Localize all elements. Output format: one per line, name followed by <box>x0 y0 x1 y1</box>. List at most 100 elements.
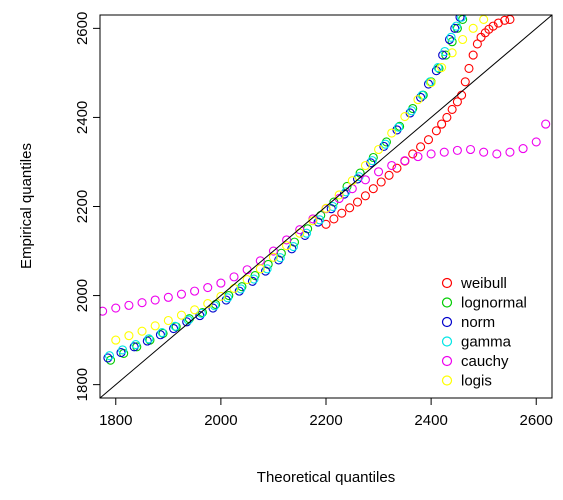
point-weibull-11 <box>408 149 418 159</box>
point-cauchy-34 <box>541 119 551 129</box>
point-norm-24 <box>416 92 426 102</box>
point-gamma-22 <box>393 122 404 132</box>
point-logis-21 <box>387 128 397 138</box>
point-logis-24 <box>426 78 436 88</box>
point-cauchy-14 <box>282 235 292 245</box>
x-tick-label: 2400 <box>414 412 447 429</box>
point-cauchy-5 <box>163 292 173 302</box>
point-logis-1 <box>124 331 134 341</box>
x-tick-label: 1800 <box>99 412 132 429</box>
point-gamma-21 <box>380 139 390 149</box>
point-weibull-18 <box>452 97 462 107</box>
point-weibull-1 <box>329 214 339 224</box>
points-layer <box>100 15 551 365</box>
series-lognormal <box>105 15 468 365</box>
point-cauchy-13 <box>268 246 278 256</box>
point-weibull-13 <box>423 135 434 145</box>
legend: weibull lognormal norm gamma cauchy logis <box>441 275 527 390</box>
point-logis-29 <box>479 15 489 25</box>
point-gamma-8 <box>210 301 220 311</box>
point-norm-21 <box>379 141 389 151</box>
point-norm-29 <box>450 23 460 33</box>
point-lognormal-28 <box>447 37 457 47</box>
point-weibull-17 <box>447 104 457 114</box>
point-cauchy-2 <box>124 300 134 310</box>
point-cauchy-22 <box>387 160 397 171</box>
point-norm-7 <box>195 311 205 321</box>
point-cauchy-15 <box>295 225 305 235</box>
x-axis-title: Theoretical quantiles <box>257 469 395 486</box>
point-weibull-27 <box>488 21 498 31</box>
point-gamma-1 <box>118 345 128 355</box>
point-norm-17 <box>326 204 336 214</box>
point-logis-10 <box>242 274 252 285</box>
point-gamma-11 <box>249 274 259 284</box>
point-lognormal-11 <box>250 270 260 281</box>
point-norm-4 <box>155 330 165 340</box>
point-norm-15 <box>300 230 310 240</box>
point-weibull-20 <box>460 77 470 87</box>
point-weibull-9 <box>392 163 402 173</box>
point-cauchy-7 <box>190 286 200 296</box>
point-weibull-2 <box>337 208 347 218</box>
point-cauchy-11 <box>242 265 252 275</box>
point-gamma-23 <box>407 106 417 116</box>
point-cauchy-12 <box>255 256 265 266</box>
point-weibull-29 <box>500 15 510 25</box>
point-logis-8 <box>216 291 226 302</box>
point-cauchy-3 <box>137 298 147 308</box>
point-norm-0 <box>103 353 113 363</box>
series-norm <box>103 15 465 363</box>
point-weibull-7 <box>376 177 386 187</box>
point-norm-8 <box>208 303 218 313</box>
point-logis-5 <box>176 310 187 320</box>
point-cauchy-26 <box>439 147 449 157</box>
y-tick-label: 2000 <box>74 279 91 312</box>
point-logis-27 <box>458 34 468 45</box>
legend-label-norm: norm <box>461 314 495 331</box>
point-logis-2 <box>137 326 147 336</box>
point-gamma-14 <box>288 242 298 252</box>
point-gamma-7 <box>196 308 206 318</box>
point-weibull-5 <box>360 191 370 201</box>
point-gamma-16 <box>315 215 325 225</box>
point-cauchy-24 <box>413 152 423 162</box>
point-logis-16 <box>321 203 331 213</box>
point-gamma-9 <box>223 293 233 303</box>
point-gamma-26 <box>433 63 443 73</box>
point-gamma-20 <box>367 156 377 166</box>
point-weibull-16 <box>442 112 452 122</box>
y-tick-label: 2200 <box>74 190 91 223</box>
point-logis-12 <box>268 252 278 262</box>
point-gamma-28 <box>446 32 456 42</box>
legend-marker-weibull <box>441 277 453 289</box>
point-norm-1 <box>116 348 126 358</box>
point-cauchy-20 <box>360 175 370 185</box>
point-cauchy-33 <box>531 137 541 147</box>
point-gamma-15 <box>302 228 312 238</box>
point-cauchy-23 <box>400 156 410 166</box>
point-logis-25 <box>437 63 447 73</box>
point-weibull-30 <box>505 15 515 25</box>
point-lognormal-27 <box>441 50 451 60</box>
point-logis-17 <box>334 190 344 200</box>
point-gamma-12 <box>262 264 272 274</box>
x-tick-label: 2000 <box>204 412 237 429</box>
point-norm-13 <box>274 255 284 265</box>
point-weibull-6 <box>368 184 378 194</box>
series-weibull <box>321 15 515 229</box>
point-weibull-8 <box>384 170 394 180</box>
legend-marker-logis <box>441 375 453 386</box>
point-norm-22 <box>392 125 402 135</box>
point-cauchy-29 <box>479 147 489 157</box>
point-logis-11 <box>255 264 265 274</box>
point-cauchy-30 <box>492 149 502 159</box>
point-weibull-28 <box>493 18 503 28</box>
point-logis-4 <box>163 315 173 326</box>
point-weibull-22 <box>468 50 478 60</box>
point-lognormal-7 <box>197 307 208 318</box>
point-weibull-15 <box>437 119 447 129</box>
point-norm-6 <box>182 317 192 327</box>
